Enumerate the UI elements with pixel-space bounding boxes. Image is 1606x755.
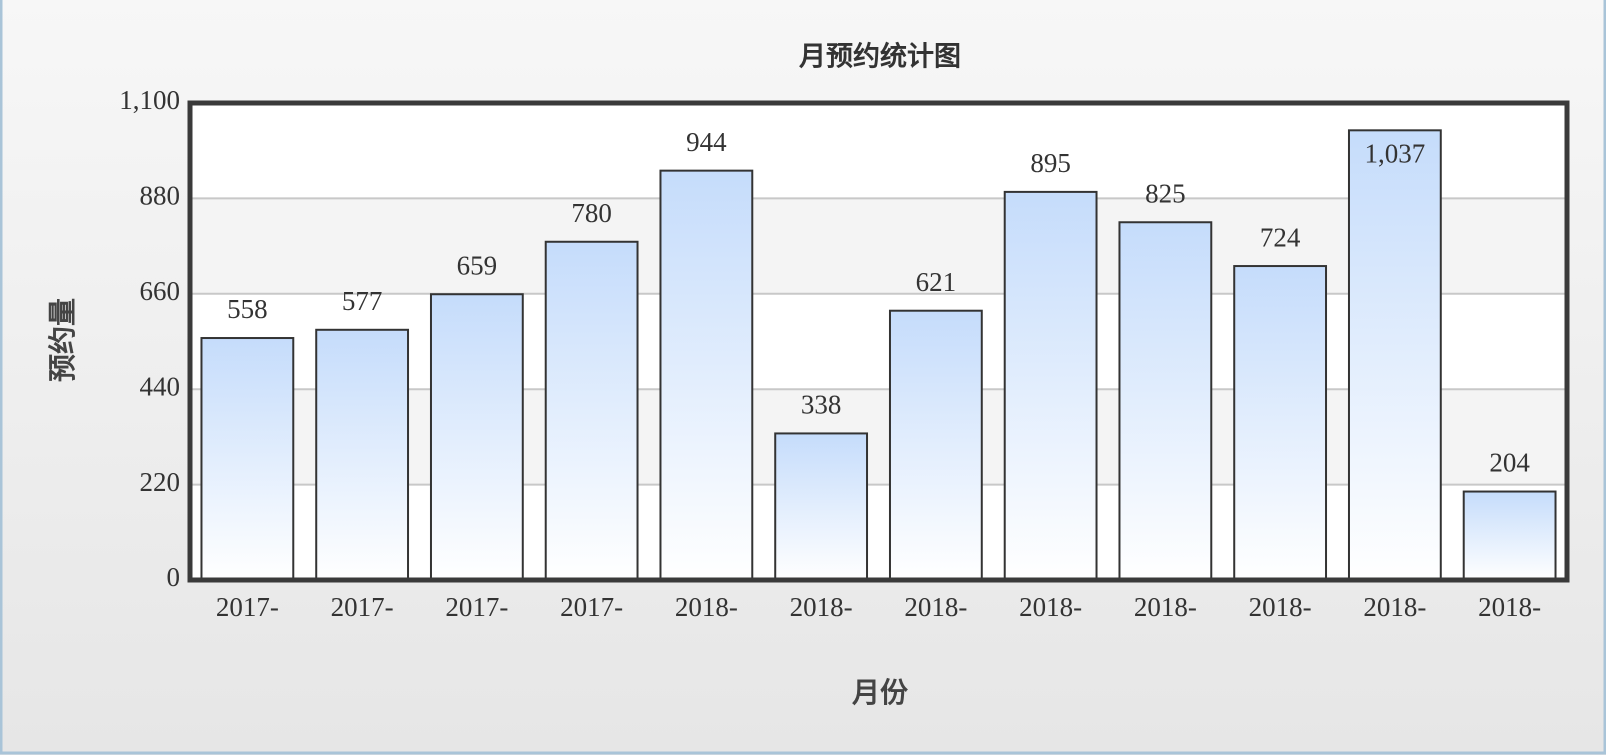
- bar: [1003, 190, 1098, 582]
- x-tick-label: 2018-: [1134, 592, 1197, 622]
- x-tick-label: 2018-: [675, 592, 738, 622]
- plot-border: [187, 100, 1570, 583]
- chart-title: 月预约统计图: [798, 41, 961, 73]
- value-label: 558: [227, 294, 268, 324]
- y-tick-label: 1,100: [119, 85, 180, 115]
- x-axis-title: 月份: [851, 676, 908, 709]
- bar: [544, 240, 639, 581]
- x-tick-label: 2018-: [904, 592, 967, 622]
- y-tick-label: 660: [140, 276, 181, 306]
- value-label: 204: [1489, 448, 1530, 478]
- x-tick-label: 2018-: [1363, 592, 1426, 622]
- bar: [888, 309, 983, 581]
- value-label: 338: [801, 390, 842, 420]
- value-label: 577: [342, 286, 383, 316]
- x-tick-label: 2017-: [331, 592, 394, 622]
- bar: [315, 328, 410, 581]
- x-tick-label: 2017-: [560, 592, 623, 622]
- value-label: 621: [916, 267, 957, 297]
- x-tick-label: 2017-: [216, 592, 279, 622]
- value-label: 724: [1260, 222, 1301, 252]
- y-tick-label: 880: [140, 181, 181, 211]
- x-tick-label: 2017-: [445, 592, 508, 622]
- x-tick-label: 2018-: [790, 592, 853, 622]
- grid-band: [190, 389, 1567, 485]
- y-axis-title: 预约量: [46, 298, 79, 382]
- bar: [1462, 490, 1557, 581]
- value-label: 825: [1145, 178, 1186, 208]
- y-tick-label: 0: [167, 562, 181, 592]
- value-label: 944: [686, 127, 727, 157]
- x-tick-label: 2018-: [1249, 592, 1312, 622]
- bar: [659, 169, 754, 581]
- bar: [1233, 265, 1328, 581]
- value-label: 659: [457, 250, 498, 280]
- y-tick-label: 440: [140, 371, 181, 401]
- bar: [200, 337, 295, 581]
- bar: [774, 432, 869, 581]
- value-label: 780: [571, 198, 612, 228]
- bar: [429, 293, 524, 581]
- value-label: 1,037: [1365, 139, 1426, 169]
- x-tick-label: 2018-: [1478, 592, 1541, 622]
- y-tick-label: 220: [140, 467, 181, 497]
- value-label: 895: [1030, 148, 1071, 178]
- bar: [1347, 129, 1442, 581]
- grid-band: [190, 198, 1567, 294]
- plot-background: [190, 103, 1567, 580]
- x-tick-label: 2018-: [1019, 592, 1082, 622]
- bar: [1118, 221, 1213, 581]
